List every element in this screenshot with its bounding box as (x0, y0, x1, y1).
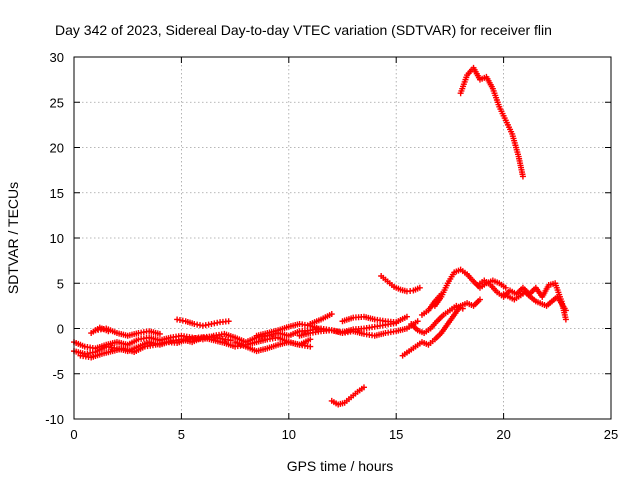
data-point (562, 307, 569, 314)
data-point (476, 296, 483, 303)
data-point (562, 316, 569, 323)
data-point (156, 330, 163, 337)
y-tick-label: 5 (57, 276, 64, 291)
y-axis-label: SDTVAR / TECUs (5, 182, 21, 294)
y-tick-label: 30 (50, 50, 64, 65)
series-arc-t (457, 64, 526, 180)
series-arc-d (92, 325, 163, 339)
y-tick-label: 10 (50, 231, 64, 246)
x-tick-label: 25 (604, 427, 618, 442)
series-arc-m (378, 273, 423, 295)
series-arc-o (408, 302, 466, 337)
series-arc-s (500, 289, 569, 314)
x-tick-label: 0 (70, 427, 77, 442)
data-point (403, 313, 410, 320)
data-point (307, 343, 314, 350)
x-tick-label: 10 (282, 427, 296, 442)
x-axis-label: GPS time / hours (287, 458, 394, 474)
series-arc-g (232, 339, 314, 355)
plot-frame (73, 56, 612, 420)
data-points (71, 64, 569, 408)
data-point (519, 173, 526, 180)
data-point (502, 284, 509, 291)
axis-ticks: 0 5 10 15 20 25 -10 -5 0 5 10 15 20 25 30 (45, 50, 618, 442)
data-point (459, 305, 466, 312)
y-tick-label: 15 (50, 186, 64, 201)
grid-lines (74, 57, 611, 419)
data-point (414, 318, 421, 325)
y-tick-label: 20 (50, 141, 64, 156)
data-point (307, 336, 314, 343)
data-point (416, 284, 423, 291)
y-tick-label: 25 (50, 95, 64, 110)
series-arc-f (174, 316, 232, 329)
x-tick-label: 5 (178, 427, 185, 442)
y-tick-label: 0 (57, 322, 64, 337)
y-tick-label: -5 (52, 367, 64, 382)
x-tick-label: 20 (496, 427, 510, 442)
data-point (105, 328, 112, 335)
x-tick-label: 15 (389, 427, 403, 442)
series-arc-e (88, 324, 112, 337)
series-arc-l (328, 384, 367, 408)
data-point (227, 337, 234, 344)
chart-title: Day 342 of 2023, Sidereal Day-to-day VTE… (55, 22, 552, 38)
data-point (360, 384, 367, 391)
series-arc-q (431, 266, 509, 309)
y-tick-label: -10 (45, 412, 64, 427)
series-arc-n (399, 296, 483, 359)
series-arc-j (307, 311, 335, 327)
series-arc-k (339, 313, 410, 326)
series-arc-c (77, 333, 234, 361)
series-arc-h (253, 320, 325, 339)
data-point (328, 311, 335, 318)
data-point (225, 318, 232, 325)
